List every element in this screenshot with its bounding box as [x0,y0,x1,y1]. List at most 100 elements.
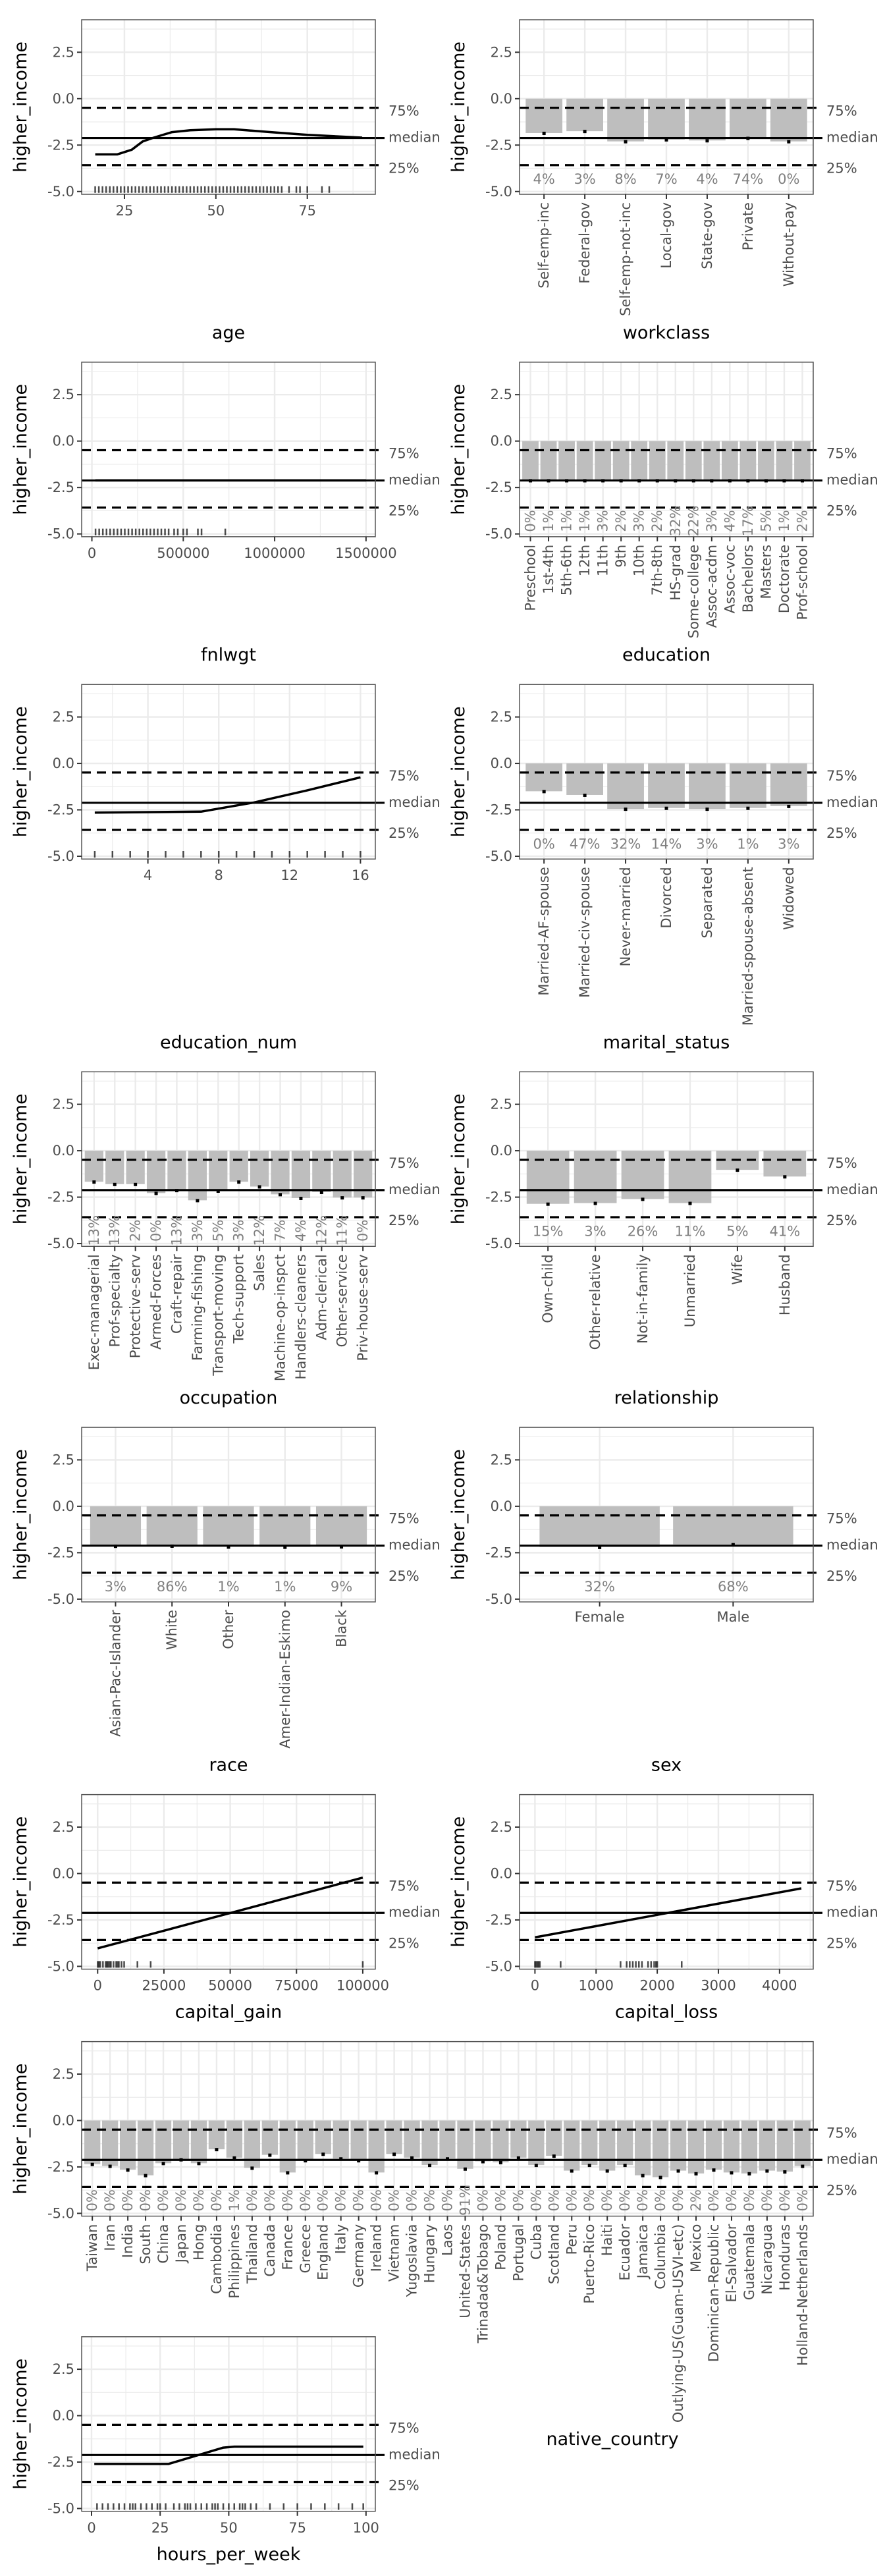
x-tick-label: Priv-house-serv [355,1254,371,1361]
y-tick-label: 0.0 [491,91,512,107]
mean-point [619,479,623,483]
mean-point [787,140,791,144]
mean-point [179,2158,183,2162]
percent-label: 3% [231,1220,247,1242]
y-tick-label: 0.0 [491,1865,512,1881]
x-axis-title: native_country [546,2429,678,2450]
y-tick-label: 0.0 [53,91,74,107]
percent-label: 14% [651,836,682,852]
bar-China [155,2120,172,2164]
percent-label: 0% [795,2189,811,2211]
reference-label: 25% [389,503,419,519]
x-tick-label: 50 [220,2520,238,2536]
y-tick-label: -5.0 [485,1591,512,1607]
bar-White [146,1506,198,1546]
bar-Protective-serv [126,1151,145,1184]
percent-label: 0% [369,2189,385,2211]
x-tick-label: Columbia [653,2224,668,2289]
bar-Married-spouse-absent [730,763,766,808]
mean-point [546,1202,550,1206]
percent-label: 12% [313,1215,329,1246]
panel-border [81,19,376,195]
x-tick-label: Peru [564,2224,579,2255]
percent-label: 0% [510,2189,526,2211]
mean-point [710,479,714,483]
percent-label: 0% [404,2189,420,2211]
mean-point [237,1180,241,1184]
bar-Armed-Forces [146,1151,166,1193]
x-tick-label: Assoc-acdm [704,545,720,628]
bar-Amer-Indian-Eskimo [259,1506,311,1547]
percent-label: 1% [737,836,759,852]
bar-Hong [190,2120,207,2164]
x-tick-label: 500000 [157,545,209,561]
percent-label: 0% [523,510,539,532]
mean-point [736,1168,739,1172]
mean-point [516,2156,520,2160]
panel-border [81,362,376,537]
y-axis-title: higher_income [448,1093,469,1224]
bar-Italy [333,2120,349,2159]
bar-Transport-moving [209,1151,228,1191]
bar-Outlying-US(Guam-USVI-etc) [670,2120,687,2171]
percent-label: 0% [528,2189,544,2211]
mean-point [361,1196,365,1200]
x-tick-label: Tech-support [231,1254,247,1344]
y-tick-label: -5.0 [47,526,74,542]
y-tick-label: -5.0 [47,1591,74,1607]
percent-label: 0% [533,836,555,852]
mean-point [227,1545,230,1549]
y-tick-label: -5.0 [485,1236,512,1251]
percent-label: 0% [670,2189,686,2211]
mean-point [299,1196,303,1200]
x-tick-label: Hungary [422,2224,438,2284]
bar-Married-civ-spouse [566,763,603,795]
y-tick-label: -2.5 [485,1912,512,1928]
mean-point [547,479,550,483]
y-tick-label: -2.5 [47,480,74,495]
bar-9th [612,441,630,481]
bar-Laos [439,2120,456,2159]
percent-label: 3% [190,1220,205,1242]
x-tick-label: 50000 [208,1978,252,1994]
mean-point [641,2174,645,2178]
y-tick-label: 0.0 [53,1143,74,1159]
x-tick-label: Ecuador [617,2224,633,2280]
bar-Scotland [546,2120,562,2156]
mean-point [108,2164,112,2168]
y-tick-label: -2.5 [47,2454,74,2470]
y-tick-label: -5.0 [47,2205,74,2221]
percent-label: 0% [546,2189,562,2211]
x-tick-label: China [155,2224,171,2264]
mean-point [747,2172,751,2176]
percent-label: 7% [655,171,677,187]
bar-Machine-op-inspct [271,1151,290,1195]
x-tick-label: 4000 [762,1978,797,1994]
x-tick-label: Armed-Forces [148,1254,164,1350]
mean-point [587,2164,591,2168]
bar-Exec-managerial [84,1151,103,1182]
mean-point [570,2169,574,2173]
percent-label: 91% [457,2185,473,2216]
percent-label: 0% [280,2189,296,2211]
x-tick-label: Vietnam [387,2224,402,2282]
x-tick-label: 8 [215,867,223,883]
percent-label: 3% [631,510,647,532]
x-tick-label: Wife [730,1254,745,1284]
mean-point [357,2159,361,2163]
x-tick-label: Sales [252,1254,267,1291]
percent-label: 0% [777,2189,793,2211]
panel-border [81,684,376,860]
reference-label: median [389,130,441,146]
reference-label: median [826,1182,878,1197]
x-tick-label: Cambodia [209,2224,225,2294]
reference-label: median [389,794,441,810]
reference-label: 75% [389,768,419,784]
bar-7th-8th [649,441,666,481]
bar-11th [595,441,612,481]
percent-label: 12% [252,1215,267,1246]
mean-point [730,2171,734,2175]
bar-Mexico [687,2120,705,2174]
bar-Own-child [526,1151,570,1204]
